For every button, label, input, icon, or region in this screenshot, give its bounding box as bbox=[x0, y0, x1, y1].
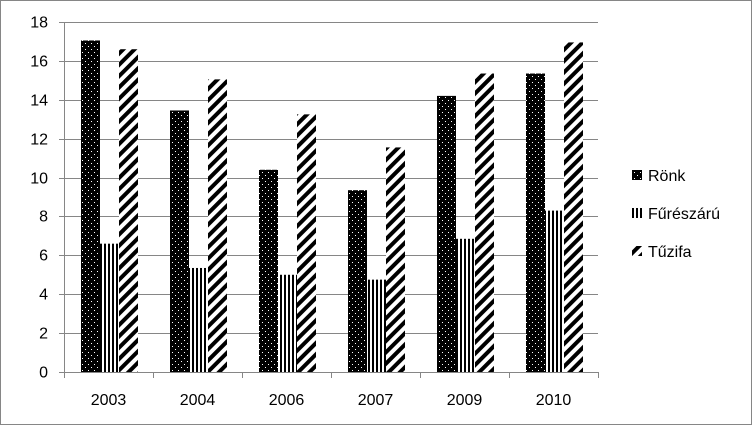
bar-rönk bbox=[437, 95, 456, 372]
bar-rönk bbox=[348, 190, 367, 372]
y-tick-label: 16 bbox=[30, 54, 48, 71]
legend-swatch bbox=[632, 246, 642, 256]
bar-rönk bbox=[81, 40, 100, 372]
bar-rönk bbox=[526, 73, 545, 373]
legend-swatch bbox=[632, 208, 642, 218]
bars bbox=[81, 40, 583, 373]
legend-label: Tűzifa bbox=[648, 244, 692, 261]
x-tick-label: 2007 bbox=[358, 392, 394, 409]
axes: 0 2 4 6 8 10 12 14 16 18 2003 2004 2006 2007 2009 2010 bbox=[30, 15, 599, 409]
y-tick-label: 18 bbox=[30, 15, 48, 32]
bar-tűzifa bbox=[208, 79, 227, 372]
bar-tűzifa bbox=[475, 73, 494, 373]
bar-rönk bbox=[170, 110, 189, 372]
bar-fűrészárú bbox=[545, 210, 564, 372]
legend-label: Rönk bbox=[648, 168, 686, 185]
legend: Rönk Fűrészárú Tűzifa bbox=[632, 168, 720, 261]
bar-fűrészárú bbox=[189, 267, 208, 372]
gridlines bbox=[64, 22, 598, 334]
x-tick-label: 2009 bbox=[447, 392, 483, 409]
legend-swatch bbox=[632, 170, 642, 180]
bar-tűzifa bbox=[386, 147, 405, 372]
y-tick-label: 10 bbox=[30, 171, 48, 188]
bar-tűzifa bbox=[119, 49, 138, 372]
x-tick-label: 2006 bbox=[269, 392, 305, 409]
bar-rönk bbox=[259, 169, 278, 372]
y-tick-label: 14 bbox=[30, 93, 48, 110]
y-tick-label: 12 bbox=[30, 132, 48, 149]
bar-fűrészárú bbox=[278, 274, 297, 372]
bar-fűrészárú bbox=[100, 243, 119, 372]
y-tick-label: 2 bbox=[39, 326, 48, 343]
bar-fűrészárú bbox=[456, 238, 475, 372]
y-tick-label: 0 bbox=[39, 365, 48, 382]
bar-fűrészárú bbox=[367, 279, 386, 372]
y-tick-label: 4 bbox=[39, 287, 48, 304]
x-tick-label: 2010 bbox=[536, 392, 572, 409]
x-tick-label: 2003 bbox=[91, 392, 127, 409]
legend-label: Fűrészárú bbox=[648, 206, 720, 223]
x-tick-label: 2004 bbox=[180, 392, 216, 409]
bar-tűzifa bbox=[297, 114, 316, 372]
y-tick-label: 8 bbox=[39, 209, 48, 226]
bar-tűzifa bbox=[564, 42, 583, 373]
y-tick-label: 6 bbox=[39, 248, 48, 265]
